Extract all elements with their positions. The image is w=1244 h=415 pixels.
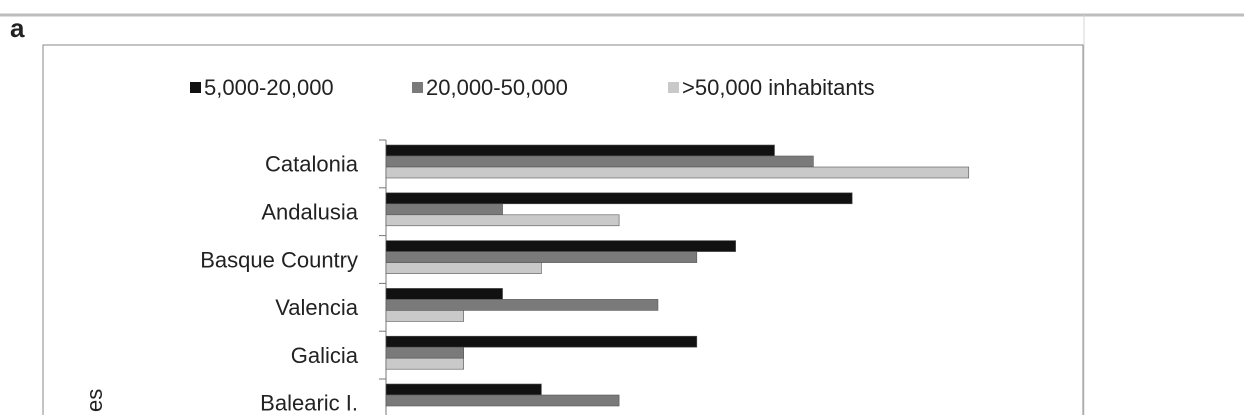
bar <box>385 251 698 263</box>
y-tick-label: Catalonia <box>265 152 359 177</box>
legend-label: 5,000-20,000 <box>204 75 334 100</box>
y-axis-label: es <box>82 389 107 412</box>
bar <box>385 192 853 205</box>
bar <box>385 203 503 216</box>
bar <box>385 383 542 396</box>
legend-swatch <box>190 82 201 93</box>
bar <box>385 240 736 252</box>
y-tick-label: Valencia <box>275 295 359 320</box>
y-tick-label: Andalusia <box>261 200 358 225</box>
legend-swatch <box>412 82 423 93</box>
bar <box>385 155 814 168</box>
bar <box>385 214 620 227</box>
bar <box>385 144 775 157</box>
legend-label: 20,000-50,000 <box>426 75 568 100</box>
bar <box>385 310 464 322</box>
panel-label: a <box>10 13 25 43</box>
y-tick-label: Balearic I. <box>260 391 358 415</box>
bar <box>385 394 620 407</box>
y-tick-label: Basque Country <box>200 247 358 272</box>
bar <box>385 166 970 179</box>
chart-frame <box>42 44 1084 415</box>
y-tick-label: Galicia <box>291 343 359 368</box>
bar <box>385 357 464 370</box>
bar <box>385 346 464 359</box>
legend-label: >50,000 inhabitants <box>682 75 875 100</box>
bar <box>385 299 659 311</box>
legend-swatch <box>668 82 679 93</box>
bar <box>385 335 698 348</box>
bar <box>385 288 503 300</box>
bar <box>385 262 542 274</box>
